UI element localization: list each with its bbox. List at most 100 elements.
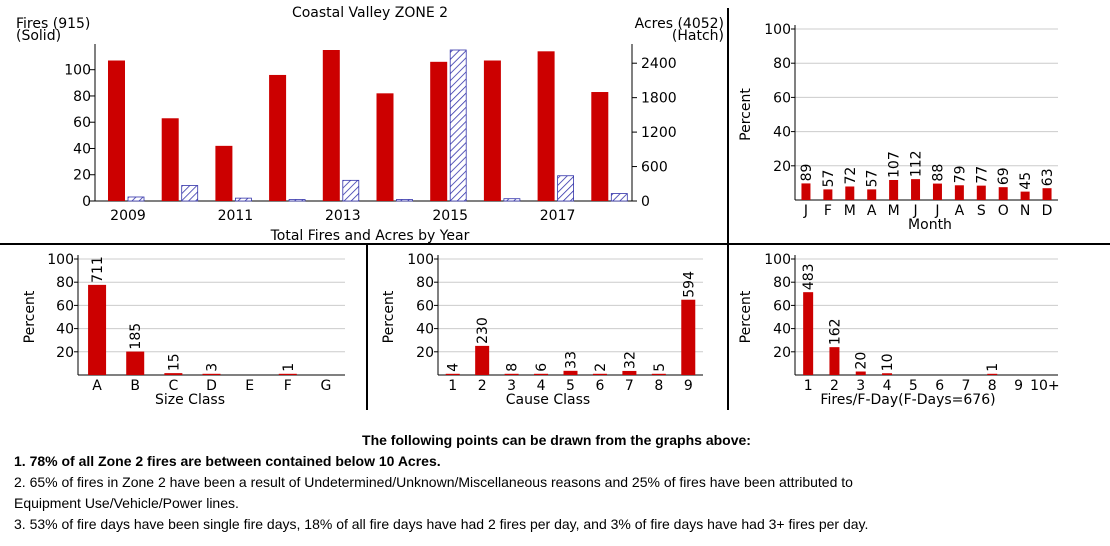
data-label: 8 bbox=[505, 363, 521, 372]
data-bar bbox=[855, 371, 866, 375]
data-label: 69 bbox=[996, 167, 1012, 185]
data-bar bbox=[1020, 191, 1030, 200]
x-tick-label: 3 bbox=[856, 378, 865, 394]
data-bar bbox=[889, 179, 899, 200]
x-tick-label: 1 bbox=[448, 378, 457, 394]
x-tick-label: 6 bbox=[935, 378, 944, 394]
x-tick-label: 2011 bbox=[218, 208, 254, 224]
data-label: 162 bbox=[827, 318, 843, 345]
acre-bar bbox=[449, 49, 467, 202]
x-tick-label: 2015 bbox=[432, 208, 468, 224]
data-label: 15 bbox=[166, 353, 182, 371]
data-label: 33 bbox=[564, 351, 580, 369]
data-label: 1 bbox=[281, 363, 297, 372]
x-tick-label: F bbox=[284, 378, 292, 394]
x-tick-label: J bbox=[912, 203, 917, 219]
data-label: 89 bbox=[799, 164, 815, 182]
y-tick-label: 100 bbox=[47, 252, 74, 268]
data-label: 3 bbox=[205, 363, 221, 372]
x-tick-label: E bbox=[245, 378, 254, 394]
x-tick-label: 2 bbox=[478, 378, 487, 394]
x-tick-label: 5 bbox=[909, 378, 918, 394]
data-label: 57 bbox=[821, 170, 837, 188]
x-tick-label: C bbox=[168, 378, 178, 394]
right-tick-label: 1800 bbox=[641, 91, 677, 107]
x-tick-label: 4 bbox=[537, 378, 546, 394]
data-label: 88 bbox=[930, 164, 946, 182]
y-tick-label: 20 bbox=[56, 345, 74, 361]
y-tick-label: 100 bbox=[764, 252, 791, 268]
data-bar bbox=[829, 347, 840, 375]
y-tick-label: 20 bbox=[773, 159, 791, 175]
y-axis-title: Percent bbox=[738, 290, 754, 343]
x-tick-label: 9 bbox=[684, 378, 693, 394]
data-bar bbox=[445, 373, 460, 375]
acre-bar bbox=[342, 179, 360, 202]
left-tick-label: 60 bbox=[73, 115, 91, 131]
y-axis-title: Percent bbox=[22, 290, 38, 343]
fire-bar bbox=[376, 93, 394, 201]
y-tick-label: 40 bbox=[56, 322, 74, 338]
data-bar bbox=[164, 373, 183, 375]
y-tick-label: 60 bbox=[773, 90, 791, 106]
y-axis-title: Percent bbox=[381, 290, 397, 343]
data-label: 4 bbox=[446, 363, 462, 372]
note-point-2: 2. 65% of fires in Zone 2 have been a re… bbox=[14, 474, 853, 490]
acre-bar bbox=[127, 196, 145, 202]
x-tick-label: 3 bbox=[507, 378, 516, 394]
acre-bar bbox=[288, 199, 306, 202]
data-label: 20 bbox=[854, 352, 870, 370]
x-tick-label: 2013 bbox=[325, 208, 361, 224]
x-tick-label: G bbox=[320, 378, 331, 394]
data-label: 1 bbox=[985, 363, 1001, 372]
left-tick-label: 40 bbox=[73, 141, 91, 157]
y-tick-label: 80 bbox=[773, 275, 791, 291]
data-bar bbox=[882, 373, 893, 375]
right-tick-label: 1200 bbox=[641, 125, 677, 141]
x-tick-label: M bbox=[888, 203, 900, 219]
data-label: 57 bbox=[865, 170, 881, 188]
acre-bar bbox=[234, 197, 252, 202]
data-label: 2 bbox=[593, 363, 609, 372]
x-tick-label: 4 bbox=[883, 378, 892, 394]
data-bar bbox=[867, 189, 877, 200]
data-bar bbox=[954, 185, 964, 200]
y-tick-label: 80 bbox=[56, 275, 74, 291]
left-axis-label: Fires (915) bbox=[16, 16, 90, 32]
x-tick-label: A bbox=[867, 203, 877, 219]
x-tick-label: N bbox=[1020, 203, 1030, 219]
data-bar bbox=[278, 373, 297, 375]
x-tick-label: 2009 bbox=[110, 208, 146, 224]
right-tick-label: 2400 bbox=[641, 56, 677, 72]
data-label: 483 bbox=[801, 263, 817, 290]
x-tick-label: 7 bbox=[625, 378, 634, 394]
data-label: 594 bbox=[681, 271, 697, 298]
fire-bar bbox=[322, 50, 340, 201]
y-tick-label: 40 bbox=[773, 125, 791, 141]
x-tick-label: 2 bbox=[830, 378, 839, 394]
fire-bar bbox=[108, 60, 125, 201]
y-tick-label: 60 bbox=[773, 298, 791, 314]
y-tick-label: 100 bbox=[764, 22, 791, 38]
x-tick-label: D bbox=[206, 378, 217, 394]
right-tick-label: 600 bbox=[641, 160, 668, 176]
x-tick-label: 6 bbox=[595, 378, 604, 394]
y-tick-label: 60 bbox=[56, 298, 74, 314]
acre-bar bbox=[503, 198, 521, 202]
x-tick-label: 2017 bbox=[540, 208, 576, 224]
acre-bar bbox=[610, 193, 628, 202]
x-axis-title: Total Fires and Acres by Year bbox=[270, 228, 470, 244]
left-tick-label: 80 bbox=[73, 89, 91, 105]
data-bar bbox=[126, 351, 145, 375]
chart-fday: 20 40 60 80 100 Percent 483 1 162 2 20 3 10 4 5 6 7 1 8 9 10… bbox=[738, 252, 1060, 408]
x-tick-label: J bbox=[803, 203, 808, 219]
data-label: 112 bbox=[909, 150, 925, 177]
data-bar bbox=[803, 292, 814, 375]
fire-bar bbox=[537, 51, 555, 201]
data-bar bbox=[932, 183, 942, 200]
x-tick-label: J bbox=[934, 203, 939, 219]
data-label: 32 bbox=[622, 351, 638, 369]
x-tick-label: D bbox=[1042, 203, 1053, 219]
data-bar bbox=[534, 373, 549, 375]
chart-cause: 20 40 60 80 100 Percent 4 1 230 2 8 3 6 4 33 5 2 6 32 7 5 8 59… bbox=[381, 252, 703, 408]
